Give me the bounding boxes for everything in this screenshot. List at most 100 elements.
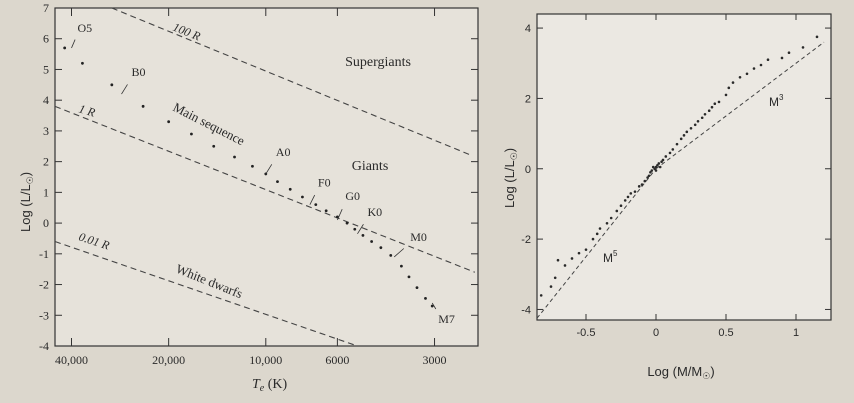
- main-sequence-point: [389, 253, 393, 257]
- mass-luminosity-point: [780, 56, 784, 60]
- spectral-type-leader: [393, 248, 405, 258]
- mass-luminosity-point: [657, 162, 661, 165]
- ml-x-tick-label: 1: [793, 327, 799, 339]
- spectral-type-leader: [265, 164, 273, 175]
- main-sequence-point: [407, 275, 411, 279]
- mass-luminosity-point: [654, 165, 658, 169]
- main-sequence-point: [345, 221, 349, 225]
- spectral-type-leader: [121, 84, 128, 95]
- main-sequence-point: [110, 83, 114, 87]
- hr-y-tick-label: -3: [39, 308, 49, 322]
- mass-luminosity-point: [595, 232, 599, 236]
- ml-y-axis-label: Log (L/L☉): [502, 148, 519, 208]
- hr-y-tick-label: -1: [39, 247, 49, 261]
- mass-luminosity-point: [640, 183, 644, 186]
- hr-y-tick-label: 2: [43, 155, 49, 169]
- mass-luminosity-point: [633, 190, 637, 193]
- hr-x-tick-label: 10,000: [249, 353, 282, 367]
- mass-luminosity-point: [577, 251, 581, 255]
- main-sequence-point: [288, 187, 292, 191]
- spectral-type-label: K0: [367, 205, 382, 219]
- mass-luminosity-point: [745, 72, 749, 76]
- hr-y-axis-label: Log (L/L☉): [18, 172, 35, 232]
- main-sequence-point: [415, 286, 419, 290]
- spectral-type-label: M7: [438, 312, 455, 326]
- spectral-type-leader: [431, 302, 437, 310]
- mass-luminosity-point: [647, 174, 651, 178]
- mass-luminosity-point: [605, 221, 609, 225]
- hr-annotation-giants: Giants: [352, 159, 389, 174]
- hr-x-tick-label: 20,000: [152, 353, 185, 367]
- mass-luminosity-point: [656, 163, 659, 167]
- hr-y-tick-label: 1: [43, 185, 49, 199]
- mass-luminosity-point: [710, 105, 714, 109]
- main-sequence-point: [361, 233, 365, 237]
- mass-luminosity-point: [766, 58, 770, 62]
- ml-plot-area: [536, 13, 832, 321]
- mass-luminosity-point: [664, 155, 668, 158]
- mass-luminosity-point: [598, 227, 602, 230]
- mass-luminosity-point: [637, 185, 641, 188]
- main-sequence-point: [276, 180, 279, 184]
- mass-luminosity-point: [619, 204, 623, 207]
- spectral-type-leader: [337, 209, 343, 221]
- mass-luminosity-point: [713, 102, 717, 105]
- ml-x-tick-label: -0.5: [577, 327, 596, 339]
- mass-luminosity-point: [609, 216, 613, 220]
- mass-luminosity-point: [615, 209, 619, 213]
- mass-luminosity-point: [693, 123, 697, 127]
- spectral-type-leader: [71, 39, 76, 49]
- radius-line: [54, 241, 358, 347]
- mass-luminosity-point: [703, 112, 707, 116]
- mass-luminosity-point: [661, 158, 665, 162]
- main-sequence-point: [81, 61, 84, 65]
- radius-line: [54, 105, 476, 273]
- hr-annotation-supergiants: Supergiants: [345, 55, 411, 70]
- mass-luminosity-point: [668, 151, 672, 155]
- hr-y-tick-label: 0: [43, 216, 49, 230]
- mass-luminosity-point: [584, 248, 588, 251]
- mass-luminosity-point: [646, 176, 649, 179]
- radius-line: [111, 7, 472, 156]
- hr-y-tick-label: 5: [43, 62, 49, 76]
- ml-y-tick-label: 2: [525, 93, 531, 105]
- main-sequence-point: [370, 240, 374, 243]
- mass-luminosity-point: [591, 237, 595, 241]
- main-sequence-point: [63, 46, 67, 50]
- mass-luminosity-point: [752, 67, 756, 70]
- mass-luminosity-point: [658, 165, 662, 169]
- mass-luminosity-point: [651, 165, 655, 169]
- mass-luminosity-point: [643, 179, 647, 183]
- mass-luminosity-point: [623, 199, 627, 202]
- main-sequence-point: [251, 164, 254, 168]
- hr-y-tick-label: 7: [43, 1, 49, 15]
- mass-luminosity-point: [660, 160, 663, 164]
- spectral-type-label: G0: [345, 189, 360, 203]
- ml-y-tick-label: -2: [521, 234, 531, 246]
- mass-luminosity-point: [549, 285, 553, 288]
- mass-luminosity-point: [675, 142, 679, 146]
- mass-luminosity-point: [556, 258, 560, 262]
- mass-luminosity-point: [654, 169, 658, 172]
- fit-line: [655, 41, 825, 170]
- hr-x-axis-label: Te (K): [252, 377, 288, 394]
- main-sequence-point: [301, 195, 304, 199]
- mass-luminosity-point: [815, 35, 819, 39]
- spectral-type-leader: [357, 224, 364, 235]
- spectral-type-label: A0: [276, 145, 291, 159]
- mass-luminosity-chart: -4 -2 0 2 4 -0.5 0 0.5 1 M5 M3 Log (M/M☉) Log (L…: [502, 13, 832, 381]
- mass-luminosity-point: [650, 169, 654, 172]
- main-sequence-point: [400, 264, 403, 268]
- mass-luminosity-point: [731, 81, 735, 84]
- mass-luminosity-point: [653, 167, 656, 171]
- mass-luminosity-point: [570, 257, 574, 260]
- spectral-type-label: M0: [410, 230, 427, 244]
- mass-luminosity-point: [679, 137, 683, 141]
- hr-plot-area: [54, 7, 479, 347]
- main-sequence-point: [379, 246, 383, 250]
- hr-x-tick-label: 40,000: [55, 353, 88, 367]
- main-sequence-point: [314, 203, 318, 207]
- main-sequence-point: [430, 304, 434, 308]
- main-sequence-point: [167, 120, 171, 124]
